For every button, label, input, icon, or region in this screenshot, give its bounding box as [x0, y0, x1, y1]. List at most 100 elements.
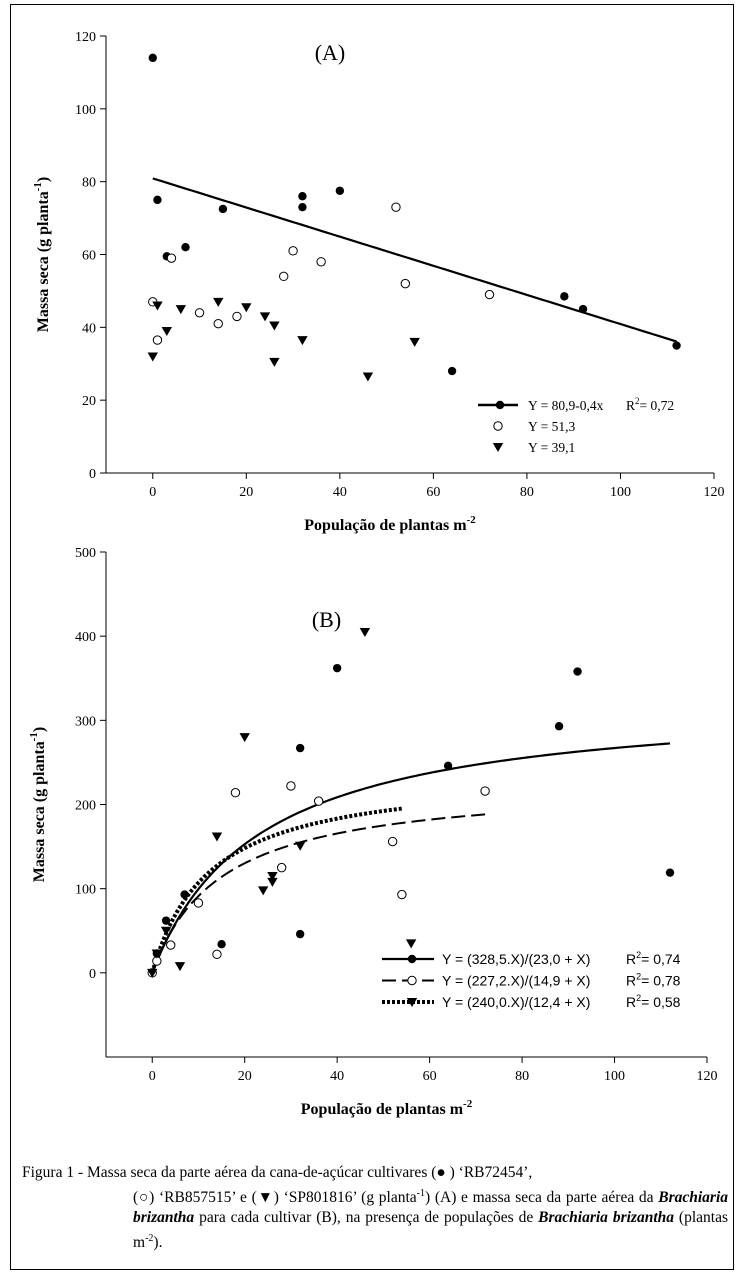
- panel-a-legend-r2-sup: 2: [635, 396, 640, 406]
- panel-a-series-3-point: [297, 336, 308, 346]
- panel-b-series-3-point: [174, 962, 186, 972]
- panel-b-series-1-point: [295, 743, 305, 753]
- panel-a-y-tick-label: 0: [89, 467, 96, 482]
- panel-a-y-tick-label: 20: [82, 394, 96, 409]
- panel-a-y-axis-label: Massa seca (g planta-1): [32, 177, 52, 332]
- panel-b-series-3-point: [267, 877, 278, 887]
- panel-b-x-tick-label: 0: [149, 1069, 156, 1084]
- caption-body: (○) ‘RB857515’ e (▼) ‘SP801816’ (g plant…: [22, 1184, 728, 1254]
- panel-b-fit-line-2: [151, 813, 486, 974]
- panel-a-x-tick-label: 20: [239, 485, 253, 500]
- panel-b-series-2-point: [313, 796, 324, 806]
- panel-b-series-3-point: [267, 872, 278, 882]
- panel-b-series-3-point: [239, 733, 250, 743]
- panel-a-series-2-point: [484, 289, 495, 300]
- caption-species-2: Brachiaria brizantha: [538, 1209, 674, 1227]
- panel-a-series-3-point: [152, 301, 163, 311]
- caption-text-2a: (○) ‘RB857515’ e (▼) ‘SP801816’ (g plant…: [133, 1188, 417, 1206]
- caption-text-4c: ).: [153, 1233, 163, 1251]
- panel-b-series-3-point: [405, 939, 417, 949]
- panel-b-series-3-point: [211, 832, 223, 842]
- panel-a-x-tick-label: 80: [520, 485, 534, 500]
- panel-a-series-2-point: [152, 335, 163, 345]
- panel-b-x-axis-label-sup: -2: [463, 1098, 473, 1110]
- panel-b-series-3-point: [359, 627, 371, 637]
- panel-b-legend-marker-3: [406, 998, 418, 1007]
- panel-b-x-tick-label: 80: [515, 1069, 529, 1084]
- panel-a-legend-text-2: Y = 51,3: [528, 419, 575, 434]
- panel-b-series-3-point: [160, 926, 172, 936]
- panel-a-series-1-point: [218, 204, 228, 214]
- caption-text-3a: parte aérea da: [565, 1188, 659, 1206]
- panel-b-legend-r2-1: R2= 0,74: [626, 950, 681, 967]
- panel-a-series-1-point: [298, 192, 307, 201]
- panel-b-y-tick-label: 500: [75, 546, 96, 561]
- panel-a-series-1-point: [298, 202, 307, 212]
- panel-b-series-2-point: [193, 898, 204, 908]
- panel-a-series-3-point: [269, 357, 280, 367]
- panel-a-series-2-point: [288, 246, 298, 256]
- panel-a-y-axis-label-sup: -1: [32, 182, 44, 191]
- panel-b-fit-line-1: [151, 742, 671, 974]
- panel-a-y-tick-label: 60: [82, 249, 96, 264]
- panel-a-series-1-point: [560, 292, 569, 301]
- panel-b-legend-text-2: Y = (227,2.X)/(14,9 + X): [442, 973, 590, 989]
- panel-a-label: (A): [315, 40, 346, 65]
- panel-a-series-3-point: [362, 372, 374, 382]
- panel-a-series-3-point: [161, 326, 172, 336]
- panel-a-x-tick-label: 120: [704, 485, 725, 500]
- panel-a-series-2-point: [400, 278, 411, 289]
- panel-b-series-1-point: [573, 667, 582, 676]
- panel-b-series-1-point: [161, 916, 171, 925]
- panel-b-x-tick-label: 60: [423, 1069, 437, 1084]
- caption-text-2b: ) (A) e massa seca da: [425, 1188, 562, 1206]
- caption-line-1: Figura 1 - Massa seca da parte aérea da …: [22, 1164, 533, 1181]
- panel-b-legend-r2-value: = 0,74: [641, 951, 681, 967]
- panel-b-y-axis-label-close: ): [31, 727, 48, 732]
- panel-a-x-axis-label-sup: -2: [467, 514, 477, 526]
- panel-b-y-tick-label: 0: [89, 967, 96, 982]
- panel-b-x-tick-label: 120: [697, 1069, 718, 1084]
- panel-b-series-2-point: [387, 836, 398, 847]
- panel-b-legend-r2-sup: 2: [636, 950, 641, 960]
- panel-b-y-axis-label-sup: -1: [28, 732, 40, 741]
- panel-b-series-1-point: [443, 761, 453, 770]
- panel-b-x-axis-label: População de plantas m-2: [301, 1098, 473, 1118]
- panel-b-series-2-point: [230, 788, 241, 798]
- panel-a-series-3-point: [269, 321, 280, 331]
- panel-b-legend-r2-value: = 0,58: [641, 994, 681, 1010]
- panel-a-y-tick-label: 80: [82, 176, 96, 191]
- caption-line-4: de populações de Brachiaria brizantha (p…: [133, 1209, 728, 1251]
- panel-a-series-1-point: [578, 304, 588, 314]
- panel-b-series-2-point: [166, 940, 176, 950]
- panel-a-y-tick-label: 40: [82, 321, 96, 336]
- panel-a-series-3-point: [175, 305, 187, 315]
- figure-frame: [10, 4, 734, 1270]
- panel-b-fit-line-3: [150, 806, 403, 974]
- panel-a-legend-marker-3: [492, 443, 504, 452]
- panel-a-series-1-point: [153, 195, 162, 205]
- panel-a-series-1-point: [447, 366, 457, 376]
- panel-b-legend-text-1: Y = (328,5.X)/(23,0 + X): [442, 951, 590, 967]
- caption-species-1: Brachiaria brizantha: [133, 1188, 728, 1227]
- panel-b-legend-r2-sup: 2: [636, 993, 641, 1003]
- panel-a-series-2-point: [232, 311, 242, 322]
- panel-b-x-tick-label: 100: [604, 1069, 625, 1084]
- panel-a-legend-marker-1: [495, 400, 505, 410]
- panel-b-y-tick-label: 300: [75, 714, 96, 729]
- panel-a-x-tick-label: 60: [426, 485, 440, 500]
- panel-a-y-axis-label-close: ): [35, 177, 52, 182]
- panel-b-series-1-point: [217, 940, 226, 949]
- panel-a-series-3-point: [259, 312, 271, 322]
- panel-b-series-3-point: [151, 949, 163, 959]
- panel-b-legend-text-3: Y = (240,0.X)/(12,4 + X): [442, 994, 590, 1010]
- panel-a-legend-r2-value: = 0,72: [640, 398, 675, 413]
- panel-b-legend-marker-1: [407, 954, 417, 964]
- panel-a-series-3-point: [241, 303, 252, 313]
- caption-line-2: (○) ‘RB857515’ e (▼) ‘SP801816’ (g plant…: [133, 1188, 562, 1206]
- panel-a-series-1-point: [148, 53, 157, 63]
- panel-a-series-3-point: [147, 352, 158, 362]
- panel-b-series-1-point: [180, 890, 189, 899]
- panel-b-series-2-point: [397, 889, 407, 900]
